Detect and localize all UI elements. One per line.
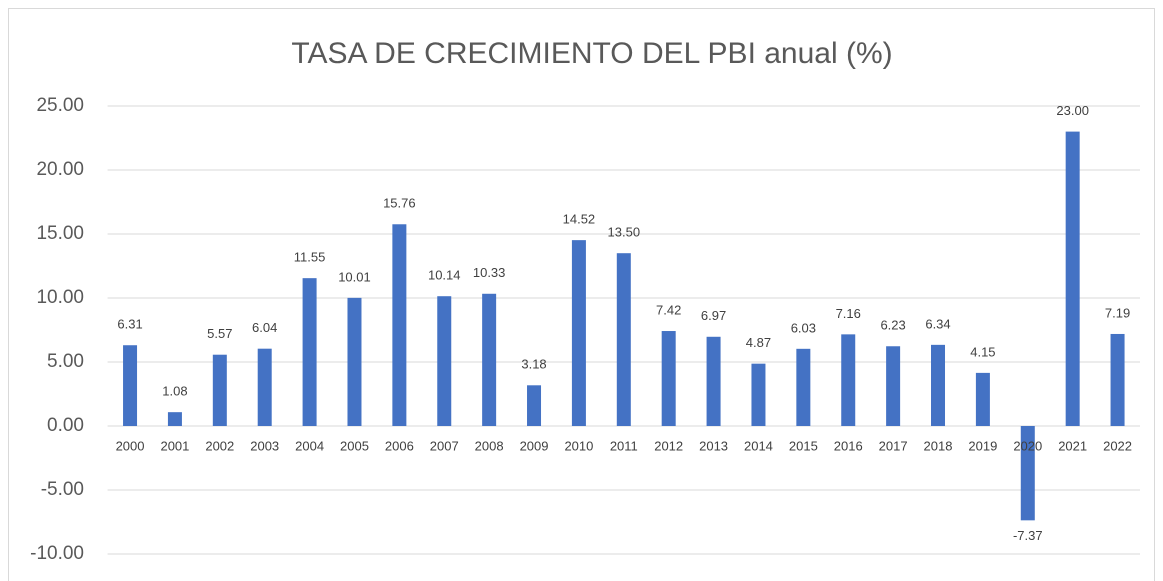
bar (167, 412, 182, 426)
data-label: 7.16 (836, 306, 861, 321)
bar (1110, 333, 1125, 426)
data-label: 14.52 (563, 212, 596, 227)
bar (123, 345, 138, 426)
data-label: 11.55 (294, 250, 326, 265)
x-tick-label: 2021 (1058, 438, 1087, 453)
bar (392, 224, 407, 426)
y-tick-label: 15.00 (36, 223, 84, 244)
data-label: 7.19 (1105, 305, 1130, 320)
data-label: 6.03 (791, 320, 816, 335)
data-label: 4.15 (970, 344, 995, 359)
bar (706, 336, 721, 426)
bar (975, 372, 990, 426)
bar (527, 385, 542, 426)
x-tick-label: 2014 (744, 438, 773, 453)
data-label: 7.42 (656, 302, 681, 317)
data-label: 5.57 (207, 326, 232, 341)
chart-title: TASA DE CRECIMIENTO DEL PBI anual (%) (291, 37, 892, 70)
data-label: 15.76 (383, 196, 416, 211)
y-tick-label: 5.00 (47, 351, 84, 372)
bar (571, 240, 586, 426)
y-tick-label: -10.00 (30, 543, 84, 564)
x-tick-label: 2020 (1013, 438, 1042, 453)
data-label: -7.37 (1013, 528, 1043, 543)
x-tick-label: 2016 (834, 438, 863, 453)
bar (437, 296, 452, 426)
bar (931, 344, 946, 426)
bar (1065, 131, 1080, 426)
data-label: 6.23 (880, 318, 905, 333)
x-tick-label: 2007 (430, 438, 459, 453)
data-label: 1.08 (162, 384, 187, 399)
data-label: 6.04 (252, 320, 277, 335)
x-tick-label: 2011 (610, 438, 638, 453)
bar (302, 278, 317, 426)
x-tick-label: 2005 (340, 438, 369, 453)
bar (482, 293, 497, 426)
x-tick-label: 2017 (879, 438, 908, 453)
data-label: 10.14 (428, 268, 461, 283)
data-label: 6.34 (925, 316, 950, 331)
bar (257, 348, 272, 426)
data-label: 3.18 (521, 357, 546, 372)
data-label: 6.31 (117, 317, 142, 332)
x-tick-label: 2009 (520, 438, 549, 453)
y-tick-label: 0.00 (47, 415, 84, 436)
bar (886, 346, 901, 426)
x-tick-label: 2010 (564, 438, 593, 453)
y-tick-label: 25.00 (36, 95, 84, 116)
x-tick-label: 2008 (475, 438, 504, 453)
data-label: 10.01 (338, 269, 371, 284)
bar (751, 363, 766, 426)
x-tick-label: 2015 (789, 438, 818, 453)
bar (347, 297, 362, 426)
x-tick-label: 2006 (385, 438, 414, 453)
bar (212, 354, 227, 426)
x-tick-label: 2004 (295, 438, 324, 453)
x-tick-label: 2022 (1103, 438, 1132, 453)
data-label: 23.00 (1056, 103, 1089, 118)
x-tick-label: 2019 (968, 438, 997, 453)
data-label: 6.97 (701, 308, 726, 323)
bar (841, 334, 856, 426)
bar (616, 253, 631, 426)
x-tick-label: 2002 (205, 438, 234, 453)
y-tick-label: 20.00 (36, 159, 84, 180)
x-tick-label: 2018 (924, 438, 953, 453)
y-tick-label: -5.00 (41, 479, 84, 500)
x-tick-label: 2000 (116, 438, 145, 453)
x-tick-label: 2001 (160, 438, 189, 453)
data-label: 10.33 (473, 265, 506, 280)
data-label: 13.50 (608, 225, 641, 240)
y-tick-label: 10.00 (36, 287, 84, 308)
bar (796, 348, 811, 426)
data-label: 4.87 (746, 335, 771, 350)
x-tick-label: 2013 (699, 438, 728, 453)
bar (1020, 426, 1035, 521)
x-tick-label: 2012 (654, 438, 683, 453)
x-tick-label: 2003 (250, 438, 279, 453)
bar (661, 331, 676, 426)
